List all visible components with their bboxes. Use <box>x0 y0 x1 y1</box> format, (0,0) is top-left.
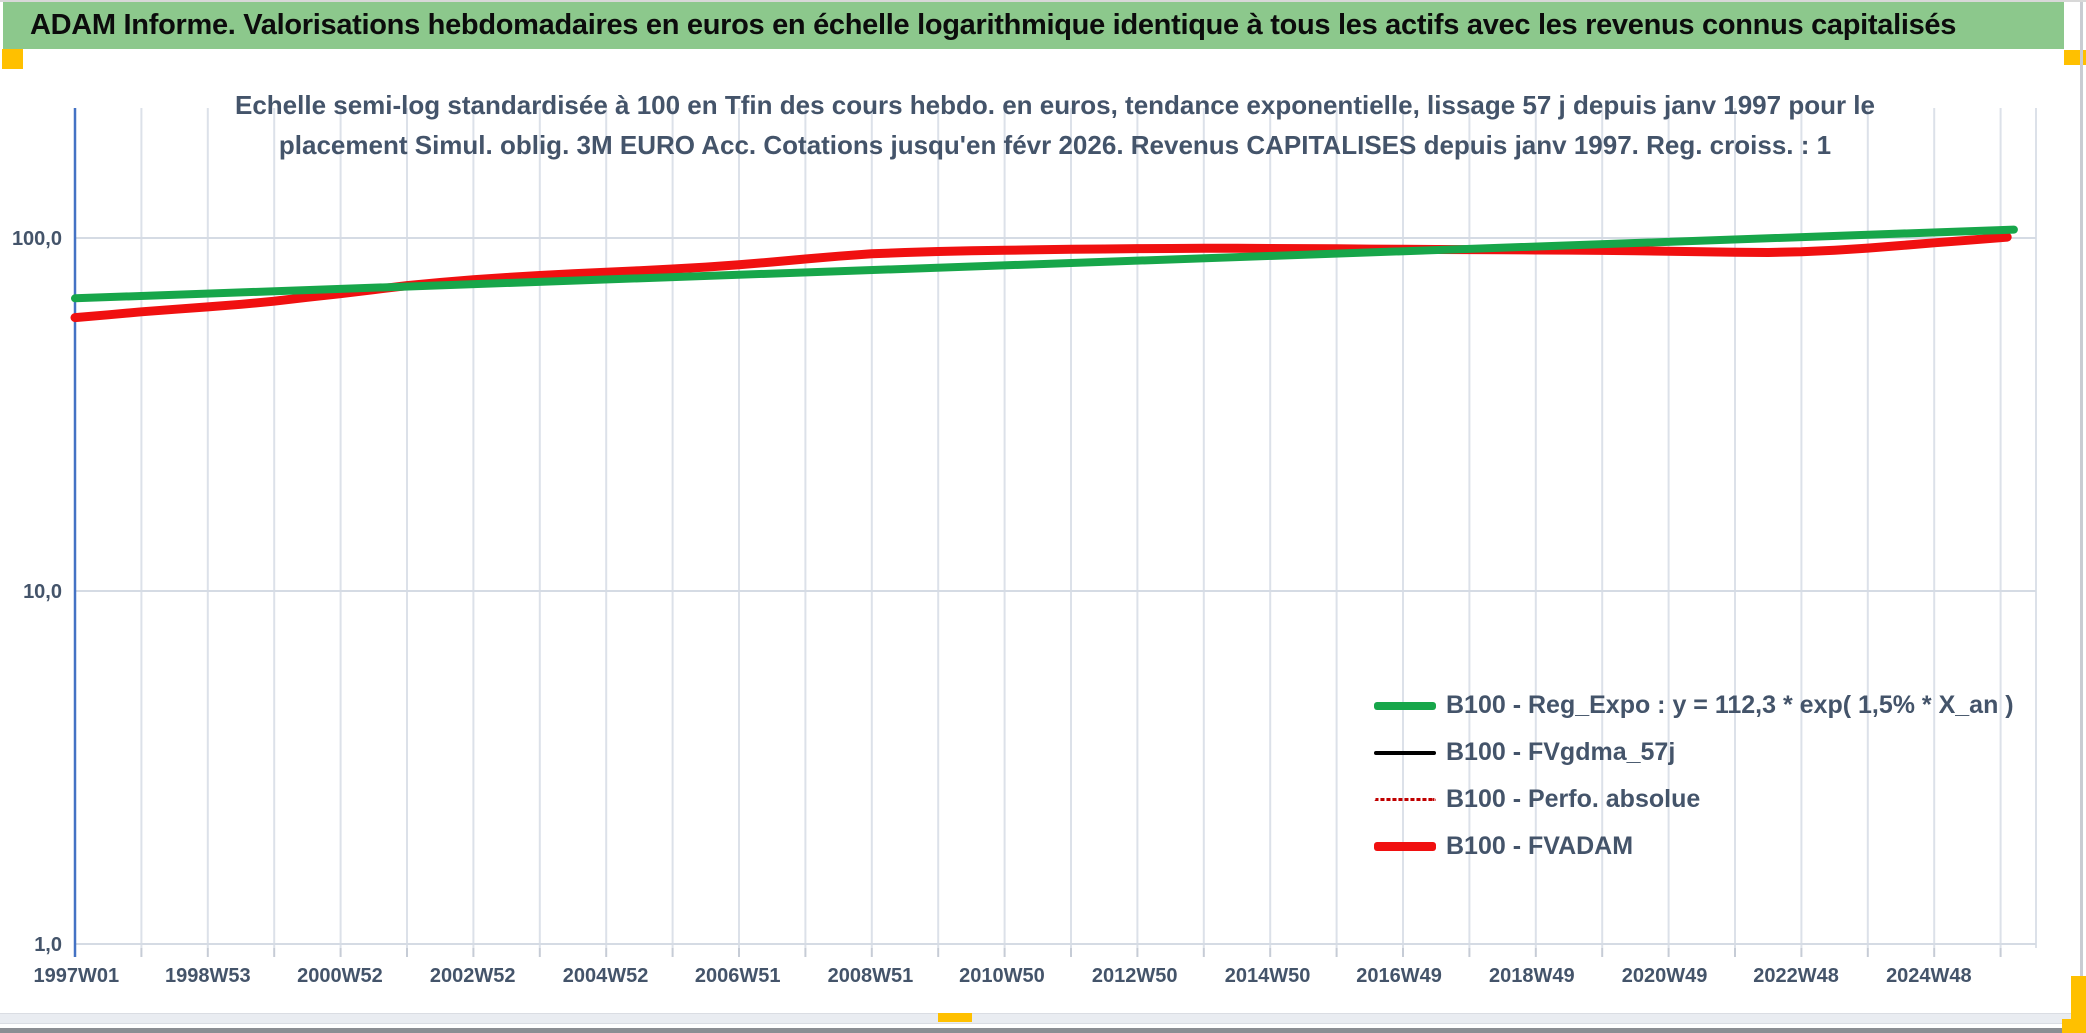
y-axis-label: 1,0 <box>34 934 62 956</box>
top-border <box>0 0 2086 2</box>
orange-marker-bottom-center <box>938 1013 972 1022</box>
x-axis-label: 2004W52 <box>563 965 649 987</box>
x-axis-label: 2000W52 <box>297 965 383 987</box>
x-axis-label: 1997W01 <box>34 965 120 987</box>
x-axis-label: 2024W48 <box>1886 965 1972 987</box>
x-axis-label: 2022W48 <box>1753 965 1839 987</box>
chart-legend: B100 - Reg_Expo : y = 112,3 * exp( 1,5% … <box>1374 682 2014 870</box>
x-axis-label: 2020W49 <box>1622 965 1708 987</box>
chart-title-line2: placement Simul. oblig. 3M EURO Acc. Cot… <box>278 130 1832 160</box>
orange-marker-right-bar <box>2071 976 2086 1033</box>
legend-label: B100 - FVgdma_57j <box>1446 738 1676 766</box>
legend-label: B100 - Reg_Expo : y = 112,3 * exp( 1,5% … <box>1446 691 2014 719</box>
y-axis-label: 10,0 <box>23 581 62 603</box>
x-axis-label: 2010W50 <box>959 965 1045 987</box>
orange-marker-left <box>2 49 23 69</box>
x-axis-label: 2014W50 <box>1225 965 1311 987</box>
legend-line-sample <box>1374 750 1436 755</box>
x-axis-label: 2016W49 <box>1356 965 1442 987</box>
x-axis-label: 2002W52 <box>430 965 516 987</box>
legend-item-1[interactable]: B100 - Reg_Expo : y = 112,3 * exp( 1,5% … <box>1374 682 2014 729</box>
legend-line-sample <box>1374 798 1436 801</box>
legend-item-4[interactable]: B100 - FVADAM <box>1374 823 2014 870</box>
x-axis-label: 1998W53 <box>165 965 251 987</box>
bottom-scrollbar-track <box>0 1013 2086 1024</box>
legend-label: B100 - FVADAM <box>1446 832 1634 860</box>
legend-item-3[interactable]: B100 - Perfo. absolue <box>1374 776 2014 823</box>
x-axis-label: 2018W49 <box>1489 965 1575 987</box>
x-axis-label: 2006W51 <box>695 965 781 987</box>
legend-line-sample <box>1374 701 1436 710</box>
x-axis-label: 2008W51 <box>828 965 914 987</box>
header-bar: ADAM Informe. Valorisations hebdomadaire… <box>3 2 2064 49</box>
right-border <box>2080 2 2083 1014</box>
legend-item-2[interactable]: B100 - FVgdma_57j <box>1374 729 2014 776</box>
bottom-border <box>0 1028 2086 1033</box>
legend-line-sample <box>1374 842 1436 851</box>
y-axis-label: 100,0 <box>12 228 62 250</box>
series-line-1[interactable] <box>71 225 2018 303</box>
x-axis-label: 2012W50 <box>1092 965 1178 987</box>
header-title: ADAM Informe. Valorisations hebdomadaire… <box>30 9 1957 41</box>
legend-label: B100 - Perfo. absolue <box>1446 785 1701 813</box>
series-line-4[interactable] <box>70 232 2012 323</box>
chart-title-line1: Echelle semi-log standardisée à 100 en T… <box>234 90 1875 120</box>
orange-marker-bottom-right <box>2062 1019 2086 1033</box>
chart-title[interactable]: Echelle semi-log standardisée à 100 en T… <box>75 85 2035 165</box>
